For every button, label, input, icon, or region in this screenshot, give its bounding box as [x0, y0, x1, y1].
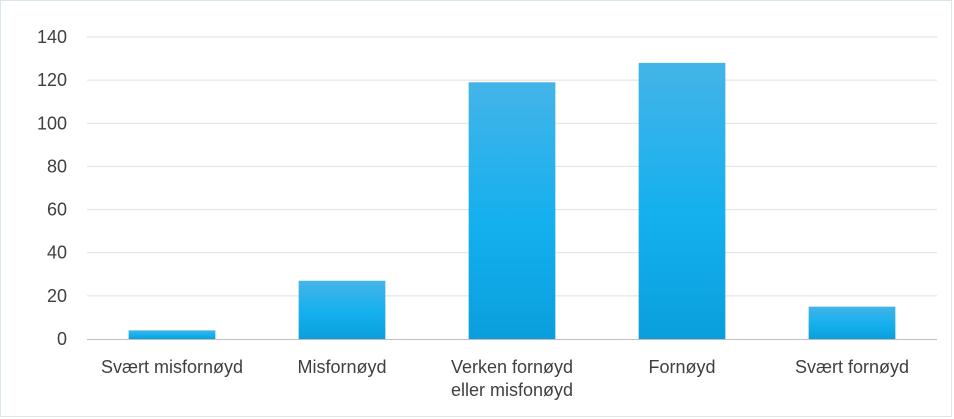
x-category-label: Misfornøyd	[297, 357, 386, 377]
x-category-label-line: Misfornøyd	[297, 357, 386, 377]
x-axis-category-labels: Svært misfornøyd Misfornøyd Verken fornøyd…	[101, 357, 909, 400]
x-category-label: Fornøyd	[648, 357, 715, 377]
x-category-label-line: Verken fornøyd	[451, 357, 573, 377]
bar	[638, 62, 726, 340]
y-tick-label: 60	[47, 200, 67, 220]
y-tick-label: 0	[57, 329, 67, 349]
y-tick-label: 120	[37, 70, 67, 90]
bar	[468, 82, 556, 340]
bar	[298, 280, 386, 339]
x-category-label-line: Svært fornøyd	[795, 357, 909, 377]
bar	[128, 330, 216, 339]
x-category-label-line: Fornøyd	[648, 357, 715, 377]
y-tick-label: 100	[37, 113, 67, 133]
y-axis-tick-labels: 0 20 40 60 80 100 120 140	[37, 27, 67, 349]
y-tick-label: 20	[47, 286, 67, 306]
x-category-label: Svært misfornøyd	[101, 357, 243, 377]
y-tick-label: 80	[47, 156, 67, 176]
x-category-label-line: eller misfonøyd	[451, 380, 573, 400]
x-category-label-line: Svært misfornøyd	[101, 357, 243, 377]
x-category-label: Svært fornøyd	[795, 357, 909, 377]
y-tick-label: 40	[47, 243, 67, 263]
bars	[128, 62, 896, 340]
bar	[808, 306, 896, 339]
x-category-label: Verken fornøyd eller misfonøyd	[451, 357, 573, 400]
y-tick-label: 140	[37, 27, 67, 47]
